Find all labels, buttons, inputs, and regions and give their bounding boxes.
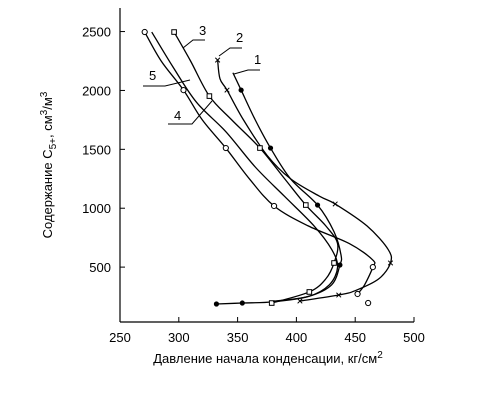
point [239,300,245,306]
point [268,300,275,306]
point [270,202,278,210]
point [332,201,338,207]
point [141,28,148,36]
point [180,86,187,94]
x-tick-label: 250 [109,330,131,345]
label-leader [168,100,213,125]
point [238,87,244,93]
point [336,292,342,298]
x-axis-label: Давление начала конденсации, кг/см2 [153,350,383,366]
curve-label: 4 [174,108,181,123]
curve-label: 2 [236,30,243,45]
point [303,202,309,208]
point [257,145,263,151]
y-tick-label: 500 [89,260,111,275]
point [222,144,229,152]
label-leader [218,47,242,57]
point [206,93,213,99]
curve [216,72,343,305]
x-tick-label: 350 [227,330,249,345]
point [213,301,220,307]
y-axis-label: Содержание C5+, см3/м3 [39,91,59,238]
curve-label: 3 [199,23,206,38]
point [387,260,394,266]
point [331,260,337,266]
label-leader [182,39,205,49]
point [337,262,343,268]
curve [151,31,339,302]
x-tick-label: 450 [344,330,366,345]
point [224,87,230,93]
label-leader [233,69,260,75]
x-tick-label: 300 [168,330,190,345]
point [354,290,361,298]
y-tick-label: 1500 [82,142,111,157]
label-leader [143,79,191,87]
curve-label: 1 [254,52,261,67]
y-tick-label: 1000 [82,201,111,216]
x-tick-label: 400 [286,330,308,345]
point [171,29,177,35]
point [297,298,303,304]
point [267,145,274,151]
point [306,289,313,295]
x-tick-label: 500 [403,330,425,345]
point [314,202,321,208]
point [214,57,221,63]
point [369,264,376,271]
y-tick-label: 2000 [82,83,111,98]
curve-label: 5 [149,68,156,83]
y-tick-label: 2500 [82,25,111,40]
point [365,299,372,307]
